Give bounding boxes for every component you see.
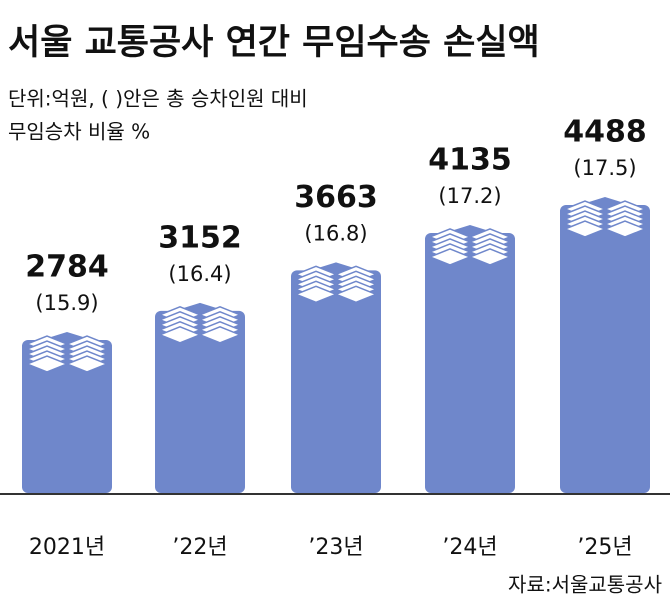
bar [155, 310, 245, 493]
paper-icon [197, 326, 243, 344]
bar [291, 270, 381, 493]
chart-title: 서울 교통공사 연간 무임수송 손실액 [8, 23, 540, 63]
value-label: 3663 [294, 180, 378, 215]
ratio-label: (17.2) [438, 184, 501, 208]
x-tick-label: ’22년 [172, 535, 227, 560]
subtitle: 단위:억원, ( )안은 총 승차인원 대비 [8, 87, 308, 111]
bar [425, 232, 515, 493]
x-tick-label: ’24년 [442, 535, 497, 560]
paper-icon [333, 285, 379, 304]
value-label: 4135 [428, 142, 512, 177]
x-tick-label: ’25년 [577, 535, 632, 560]
paper-icon [467, 248, 513, 266]
ratio-label: (17.5) [573, 156, 636, 180]
bar [22, 340, 112, 493]
value-label: 2784 [25, 250, 109, 285]
value-label: 3152 [158, 220, 242, 255]
ratio-label: (16.4) [168, 262, 231, 286]
paper-icon [64, 355, 110, 373]
paper-icon [602, 220, 648, 238]
value-label: 4488 [563, 115, 647, 150]
x-tick-label: 2021년 [29, 535, 105, 560]
bar [560, 205, 650, 493]
ratio-label: (16.8) [304, 221, 367, 245]
subtitle: 무임승차 비율 % [8, 120, 150, 144]
source: 자료:서울교통공사 [508, 573, 662, 597]
ratio-label: (15.9) [35, 291, 98, 315]
x-tick-label: ’23년 [308, 535, 363, 560]
